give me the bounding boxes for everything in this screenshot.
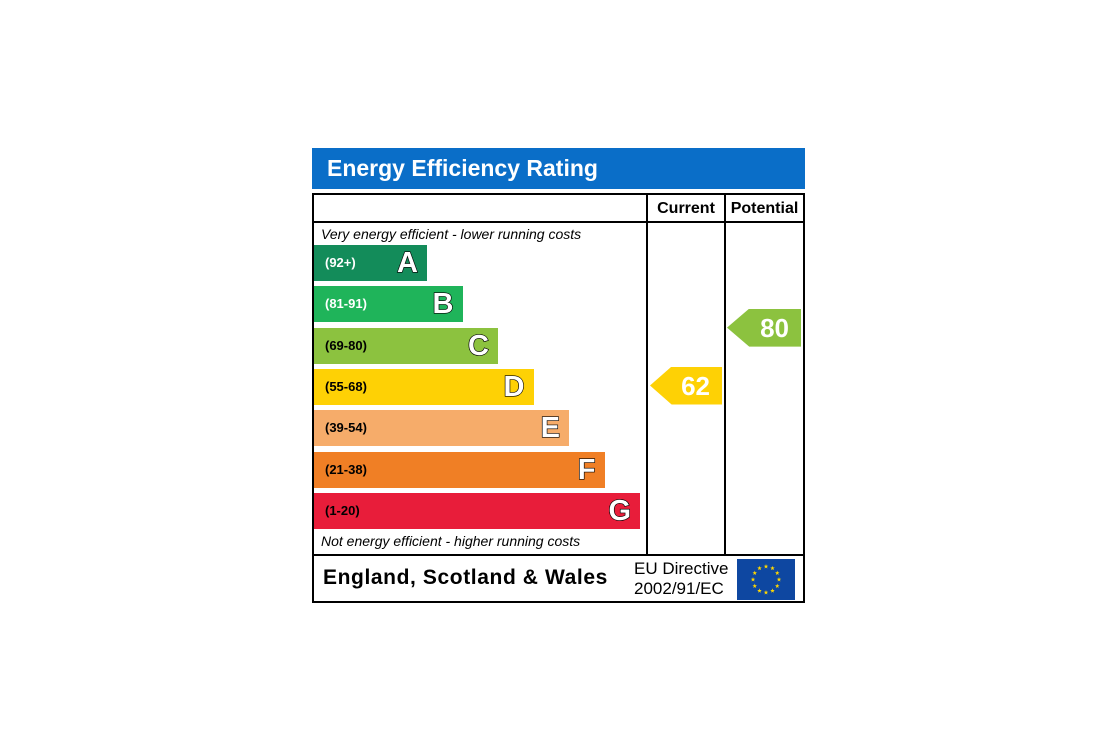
eu-star-icon bbox=[757, 565, 762, 571]
band-a-letter: A bbox=[396, 246, 418, 279]
band-f-range: (21-38) bbox=[325, 461, 367, 477]
band-d-letter: D bbox=[503, 370, 525, 403]
divider-current bbox=[646, 193, 648, 556]
band-f: (21-38) F bbox=[314, 451, 605, 488]
band-g-range: (1-20) bbox=[325, 502, 360, 518]
eu-directive-code: 2002/91/EC bbox=[634, 579, 724, 598]
eu-star-icon bbox=[770, 565, 775, 571]
band-e-letter: E bbox=[540, 412, 561, 445]
band-c: (69-80) C bbox=[314, 327, 498, 364]
eu-star-icon bbox=[752, 570, 758, 575]
band-a: (92+) A bbox=[314, 245, 427, 281]
band-a-range: (92+) bbox=[325, 255, 356, 270]
band-c-letter: C bbox=[467, 329, 489, 362]
divider-potential bbox=[724, 193, 726, 556]
eu-star-icon bbox=[750, 577, 756, 582]
eu-star-icon bbox=[763, 564, 769, 569]
band-d: (55-68) D bbox=[314, 368, 534, 405]
eu-star-icon bbox=[774, 583, 780, 588]
footer-rule bbox=[312, 554, 805, 556]
eu-star-icon bbox=[770, 588, 775, 593]
eu-star-icon bbox=[763, 590, 769, 595]
eu-star-icon bbox=[757, 588, 762, 593]
chart-title: Energy Efficiency Rating bbox=[312, 148, 805, 189]
header-rule bbox=[312, 221, 805, 223]
column-current-header: Current bbox=[657, 200, 715, 217]
eu-directive-label: EU Directive bbox=[634, 559, 729, 578]
eu-star-icon bbox=[776, 577, 782, 582]
band-e-range: (39-54) bbox=[325, 420, 367, 436]
band-d-range: (55-68) bbox=[325, 378, 367, 394]
eu-star-icon bbox=[752, 583, 758, 588]
band-g-letter: G bbox=[608, 494, 632, 527]
chart-frame bbox=[312, 193, 805, 603]
eu-flag-icon bbox=[737, 559, 795, 600]
energy-rating-chart: Energy Efficiency Rating Current Potenti… bbox=[312, 148, 805, 604]
band-f-letter: F bbox=[577, 453, 596, 486]
band-b-range: (81-91) bbox=[325, 296, 367, 312]
band-c-range: (69-80) bbox=[325, 337, 367, 353]
column-potential-header: Potential bbox=[730, 200, 799, 217]
eu-star-icon bbox=[774, 570, 780, 575]
band-b-letter: B bbox=[432, 288, 454, 321]
footer-country: England, Scotland & Wales bbox=[323, 566, 608, 589]
bottom-note: Not energy efficient - higher running co… bbox=[321, 533, 581, 549]
band-b: (81-91) B bbox=[314, 286, 463, 323]
top-note: Very energy efficient - lower running co… bbox=[321, 226, 582, 242]
band-e: (39-54) E bbox=[314, 410, 569, 447]
band-g: (1-20) G bbox=[314, 492, 640, 529]
